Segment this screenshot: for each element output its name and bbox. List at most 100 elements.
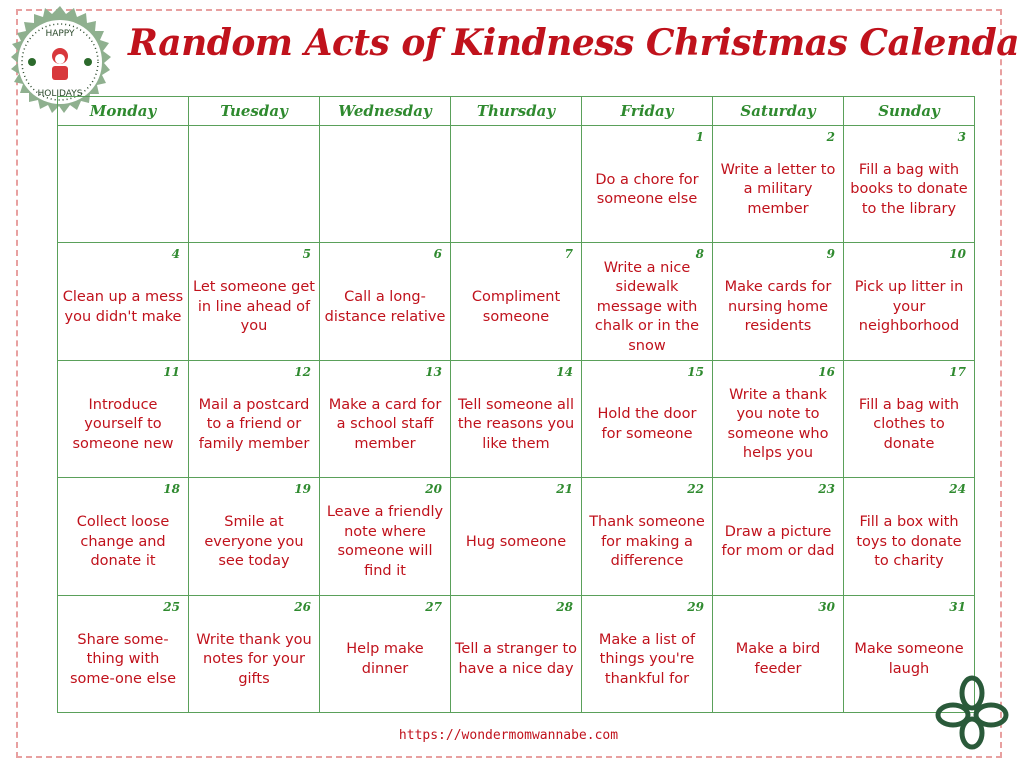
kindness-act: Introduce yourself to someone new [72, 396, 174, 452]
day-header-saturday: Saturday [713, 97, 844, 126]
kindness-act: Fill a box with toys to donate to charit… [856, 514, 962, 570]
day-header-friday: Friday [582, 97, 713, 126]
kindness-act: Fill a bag with books to donate to the l… [850, 161, 968, 217]
santa-icon [52, 48, 68, 80]
kindness-act: Tell a stranger to have a nice day [455, 641, 578, 677]
kindness-act: Pick up litter in your neighborhood [854, 279, 964, 335]
day-header-sunday: Sunday [844, 97, 975, 126]
day-number: 1 [695, 130, 704, 144]
kindness-act: Hold the door for someone [597, 406, 697, 442]
page-title: Random Acts of Kindness Christmas Calend… [128, 22, 1017, 64]
kindness-act: Help make dinner [346, 641, 424, 677]
calendar-day-cell: 2 Write a letter to a military member [713, 126, 844, 244]
kindness-act: Write a letter to a military member [720, 161, 836, 217]
day-number: 19 [294, 482, 311, 497]
calendar-day-cell: 26 Write thank you notes for your gifts [189, 595, 320, 713]
day-number: 23 [818, 482, 835, 497]
calendar-day-cell: 18 Collect loose change and donate it [58, 478, 189, 596]
calendar-day-cell: 21 Hug someone [451, 478, 582, 596]
day-number: 12 [294, 364, 311, 379]
page-border [16, 9, 1002, 758]
footer-url[interactable]: https://wondermomwannabe.com [398, 728, 619, 743]
kindness-act: Write a thank you note to someone who he… [727, 386, 829, 462]
day-number: 6 [433, 247, 442, 262]
day-number: 9 [826, 247, 835, 262]
kindness-act: Thank someone for making a difference [589, 514, 705, 570]
empty-cell [320, 126, 451, 244]
day-number: 4 [171, 247, 180, 262]
day-number: 13 [425, 364, 442, 379]
kindness-act: Write a nice sidewalk message with chalk… [594, 259, 700, 354]
kindness-act: Make cards for nursing home residents [724, 279, 832, 335]
kindness-act: Call a long-distance relative [324, 289, 446, 325]
calendar-day-cell: 20 Leave a friendly note where someone wi… [320, 478, 451, 596]
day-header-monday: Monday [58, 97, 189, 126]
day-number: 2 [826, 130, 835, 144]
calendar-day-cell: 25 Share some-thing with some-one else [58, 595, 189, 713]
calendar-day-cell: 19 Smile at everyone you see today [189, 478, 320, 596]
calendar-day-cell: 8 Write a nice sidewalk message with chal… [582, 243, 713, 361]
kindness-act: Write thank you notes for your gifts [196, 631, 312, 687]
day-number: 20 [425, 482, 442, 497]
calendar-day-cell: 11 Introduce yourself to someone new [58, 360, 189, 479]
kindness-act: Make a card for a school staff member [328, 396, 442, 452]
day-number: 27 [425, 599, 442, 614]
calendar-day-cell: 29 Make a list of things you're thankful … [582, 595, 713, 713]
kindness-act: Make someone laugh [854, 641, 964, 677]
day-number: 29 [687, 599, 704, 614]
calendar-day-cell: 1 Do a chore for someone else [582, 126, 713, 244]
kindness-act: Do a chore for someone else [595, 171, 699, 208]
kindness-act: Draw a picture for mom or dad [721, 523, 835, 560]
day-number: 17 [949, 364, 966, 379]
day-number: 11 [163, 364, 180, 379]
day-header-thursday: Thursday [451, 97, 582, 126]
calendar-day-cell: 14 Tell someone all the reasons you like … [451, 360, 582, 479]
day-number: 21 [556, 482, 573, 497]
calendar-day-cell: 13 Make a card for a school staff member [320, 360, 451, 479]
calendar-day-cell: 9 Make cards for nursing home residents [713, 243, 844, 361]
empty-cell [451, 126, 582, 244]
day-number: 24 [949, 482, 966, 497]
kindness-act: Leave a friendly note where someone will… [326, 504, 444, 579]
clover-decoration-icon [935, 675, 1009, 750]
day-number: 8 [695, 247, 704, 262]
svg-text:HAPPY: HAPPY [45, 29, 75, 39]
kindness-act: Make a list of things you're thankful fo… [598, 631, 696, 687]
calendar-day-cell: 10 Pick up litter in your neighborhood [844, 243, 975, 361]
happy-holidays-badge: HAPPY HOLIDAYS [11, 6, 111, 113]
calendar-day-cell: 5 Let someone get in line ahead of you [189, 243, 320, 361]
kindness-act: Clean up a mess you didn't make [62, 289, 184, 325]
kindness-act: Tell someone all the reasons you like th… [457, 396, 575, 452]
kindness-act: Hug someone [465, 533, 567, 550]
kindness-act: Let someone get in line ahead of you [193, 279, 315, 335]
kindness-act: Collect loose change and donate it [76, 514, 170, 570]
day-number: 7 [564, 247, 573, 262]
empty-cell [58, 126, 189, 244]
day-number: 14 [556, 364, 573, 379]
calendar-day-cell: 3 Fill a bag with books to donate to the … [844, 126, 975, 244]
calendar-day-cell: 15 Hold the door for someone [582, 360, 713, 479]
kindness-act: Smile at everyone you see today [204, 514, 304, 570]
day-header-tuesday: Tuesday [189, 97, 320, 126]
day-header-wednesday: Wednesday [320, 97, 451, 126]
calendar-day-cell: 22 Thank someone for making a difference [582, 478, 713, 596]
calendar-day-cell: 6 Call a long-distance relative [320, 243, 451, 361]
calendar-day-cell: 12 Mail a postcard to a friend or family … [189, 360, 320, 479]
calendar-grid: Monday Tuesday Wednesday Thursday Friday Satu… [57, 96, 975, 713]
calendar-day-cell: 4 Clean up a mess you didn't make [58, 243, 189, 361]
calendar-day-cell: 31 Make someone laugh [844, 595, 975, 713]
calendar-day-cell: 27 Help make dinner [320, 595, 451, 713]
day-number: 30 [818, 599, 835, 614]
svg-text:HOLIDAYS: HOLIDAYS [38, 89, 83, 99]
calendar-day-cell: 23 Draw a picture for mom or dad [713, 478, 844, 596]
day-number: 28 [556, 599, 573, 614]
calendar-day-cell: 16 Write a thank you note to someone who … [713, 360, 844, 479]
day-number: 16 [818, 364, 835, 379]
day-number: 26 [294, 599, 311, 614]
calendar-day-cell: 7 Compliment someone [451, 243, 582, 361]
day-number: 31 [949, 599, 966, 614]
calendar-day-cell: 30 Make a bird feeder [713, 595, 844, 713]
kindness-act: Mail a postcard to a friend or family me… [198, 396, 310, 452]
day-number: 25 [163, 599, 180, 614]
kindness-act: Fill a bag with clothes to donate [858, 396, 960, 452]
